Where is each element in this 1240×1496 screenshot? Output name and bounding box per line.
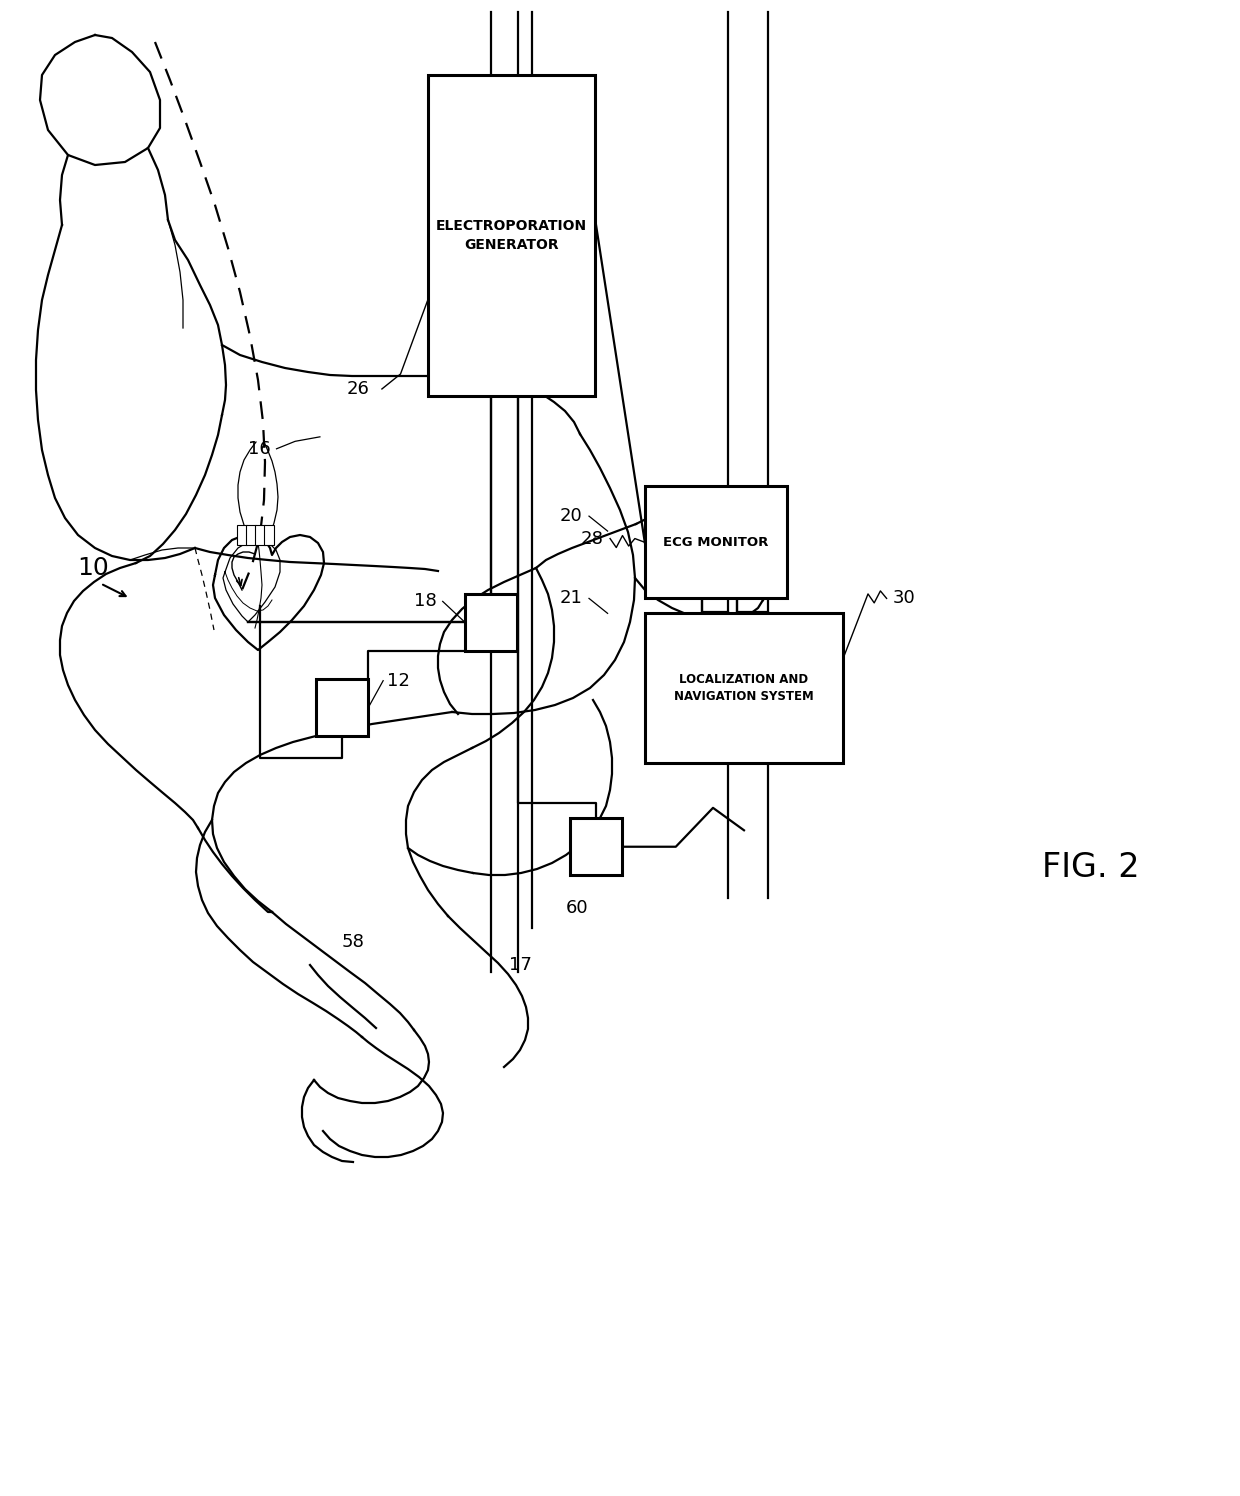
Bar: [465, 594, 517, 651]
Text: LOCALIZATION AND
NAVIGATION SYSTEM: LOCALIZATION AND NAVIGATION SYSTEM: [675, 673, 813, 703]
Text: 26: 26: [347, 380, 370, 398]
Bar: [246, 525, 255, 546]
Text: 58: 58: [342, 934, 365, 951]
Text: FIG. 2: FIG. 2: [1043, 851, 1140, 884]
Text: 12: 12: [387, 672, 409, 690]
Bar: [645, 486, 787, 598]
Bar: [316, 679, 368, 736]
Text: 16: 16: [248, 440, 270, 458]
Text: 18: 18: [414, 592, 436, 610]
Bar: [428, 75, 595, 396]
Text: ECG MONITOR: ECG MONITOR: [663, 536, 769, 549]
Text: ELECTROPORATION
GENERATOR: ELECTROPORATION GENERATOR: [436, 220, 587, 251]
Bar: [645, 613, 843, 763]
Text: 60: 60: [565, 899, 588, 917]
Text: 30: 30: [893, 589, 915, 607]
Text: 28: 28: [582, 530, 604, 548]
Bar: [264, 525, 274, 546]
Bar: [237, 525, 247, 546]
Text: 21: 21: [560, 589, 583, 607]
Text: 20: 20: [560, 507, 583, 525]
Bar: [255, 525, 265, 546]
Text: 17: 17: [510, 956, 532, 974]
Text: 10: 10: [77, 557, 109, 580]
Bar: [570, 818, 622, 875]
